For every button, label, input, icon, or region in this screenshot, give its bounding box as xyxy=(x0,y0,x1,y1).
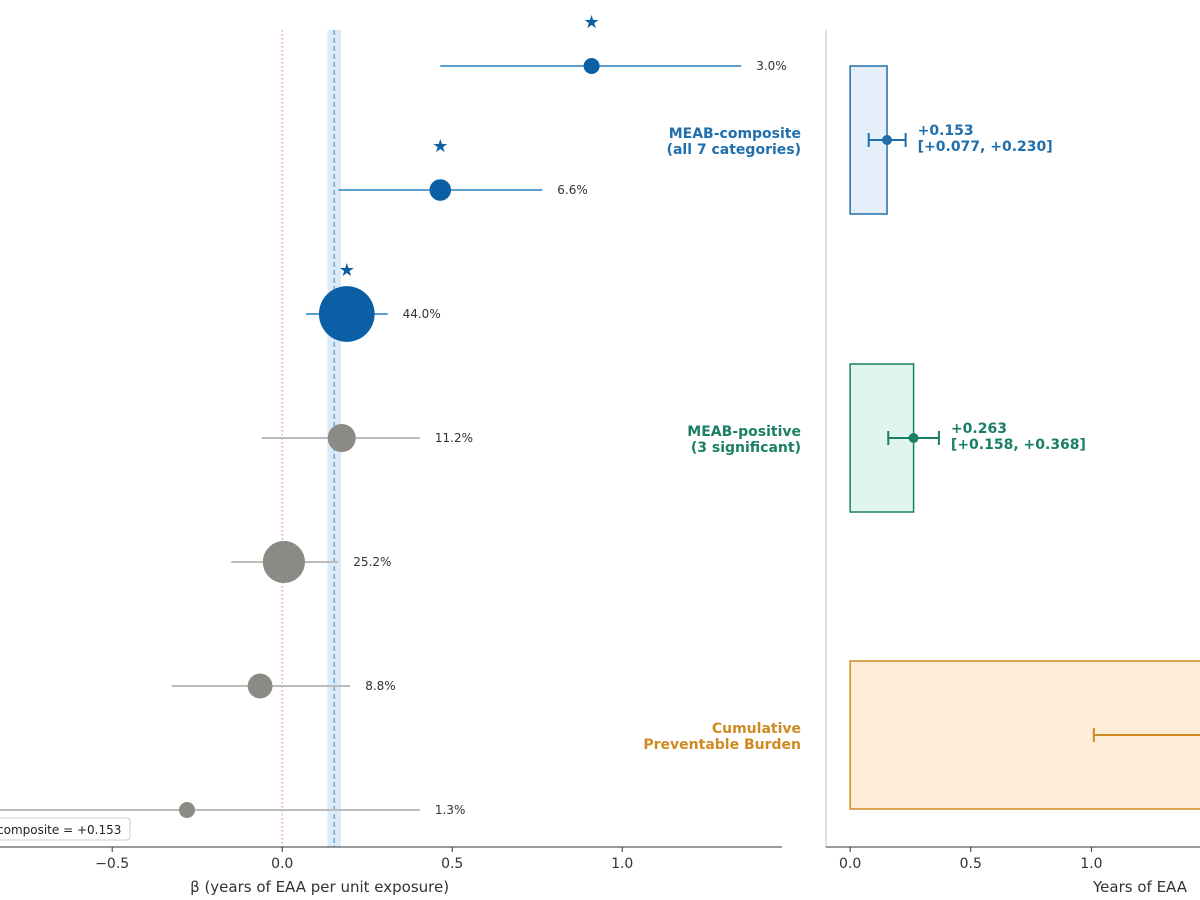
bar-category-label: MEAB-composite xyxy=(669,126,801,142)
weight-label: 1.3% xyxy=(435,803,466,817)
bar-ci-label: [+0.158, +0.368] xyxy=(951,437,1086,453)
significance-star-icon: ★ xyxy=(339,260,355,281)
forest-point-2: 6.6% ★ xyxy=(338,136,588,201)
legend-text: composite = +0.153 xyxy=(0,823,121,837)
forest-points: 3.0% ★ 6.6% ★ 44.0% ★ 11.2% 25.2% 8.8% 1.3% xyxy=(0,12,787,818)
forest-point-7: 1.3% xyxy=(0,802,465,818)
forest-point-1: 3.0% ★ xyxy=(440,12,787,74)
burden-bar-1: MEAB-composite(all 7 categories) +0.153[+… xyxy=(667,65,1053,215)
point-marker xyxy=(583,58,600,74)
weight-label: 6.6% xyxy=(557,183,588,197)
x-tick-label: 0.5 xyxy=(441,856,463,872)
forest-x-ticks: −0.5 0.0 0.5 1.0 xyxy=(95,847,633,872)
forest-x-axis-label: β (years of EAA per unit exposure) xyxy=(190,878,449,896)
x-tick-label: 1.0 xyxy=(611,856,633,872)
bar-x-axis-label: Years of EAA xyxy=(1092,878,1188,896)
forest-plot-panel: 3.0% ★ 6.6% ★ 44.0% ★ 11.2% 25.2% 8.8% 1.3% −0.5 0… xyxy=(0,12,787,896)
point-marker xyxy=(262,540,305,584)
burden-bars: MEAB-composite(all 7 categories)+0.153[+… xyxy=(643,65,1200,810)
point-estimate-marker xyxy=(908,433,919,443)
forest-point-6: 8.8% xyxy=(171,673,396,699)
bar-category-sublabel: (3 significant) xyxy=(691,440,801,456)
x-tick-label: 1.0 xyxy=(1080,856,1102,872)
weight-label: 44.0% xyxy=(403,307,441,321)
bar-x-ticks: 0.0 0.5 1.0 xyxy=(839,847,1103,872)
weight-label: 11.2% xyxy=(435,431,473,445)
bar-ci-label: [+0.077, +0.230] xyxy=(918,139,1053,155)
point-marker xyxy=(247,673,273,699)
x-tick-label: −0.5 xyxy=(95,856,129,872)
point-marker xyxy=(429,179,452,201)
forest-point-3: 44.0% ★ xyxy=(306,260,441,342)
legend: composite = +0.153 xyxy=(0,817,131,841)
significance-star-icon: ★ xyxy=(584,12,600,33)
legend-box xyxy=(0,817,131,841)
point-marker xyxy=(327,423,356,453)
bar-category-label: Cumulative xyxy=(712,721,801,737)
point-estimate-marker xyxy=(882,135,893,145)
weight-label: 25.2% xyxy=(353,555,391,569)
significance-star-icon: ★ xyxy=(432,136,448,157)
weight-label: 8.8% xyxy=(365,679,396,693)
weight-label: 3.0% xyxy=(756,59,787,73)
x-tick-label: 0.5 xyxy=(960,856,982,872)
point-marker xyxy=(318,286,375,342)
point-marker xyxy=(179,802,195,818)
bar-value-label: +0.263 xyxy=(951,421,1007,437)
bar-value-label: +0.153 xyxy=(918,123,974,139)
bar-category-sublabel: Preventable Burden xyxy=(643,737,801,753)
forest-point-5: 25.2% xyxy=(231,540,391,584)
forest-point-4: 11.2% xyxy=(261,423,473,453)
burden-bar-2: MEAB-positive(3 significant) +0.263[+0.15… xyxy=(687,363,1086,513)
bar-rect xyxy=(849,363,915,513)
x-tick-label: 0.0 xyxy=(271,856,293,872)
burden-bar-panel: MEAB-composite(all 7 categories)+0.153[+… xyxy=(643,30,1200,896)
bar-category-label: MEAB-positive xyxy=(687,424,801,440)
bar-category-sublabel: (all 7 categories) xyxy=(667,142,801,158)
x-tick-label: 0.0 xyxy=(839,856,861,872)
